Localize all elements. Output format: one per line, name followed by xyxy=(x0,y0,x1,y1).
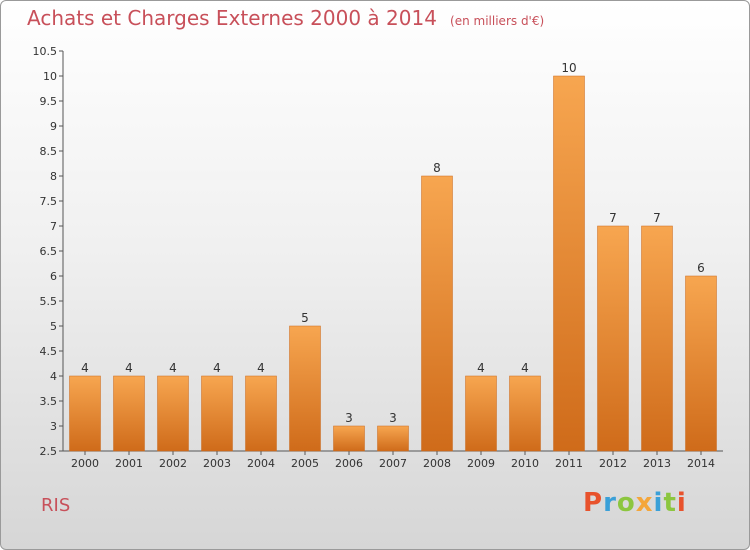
y-tick-label: 6.5 xyxy=(40,245,58,258)
chart-title-block: Achats et Charges Externes 2000 à 2014 (… xyxy=(27,6,544,30)
bar-value-label: 7 xyxy=(653,211,661,225)
chart-bars: 4 4 4 4 4 5 3 3 8 4 4 10 7 7 6 xyxy=(69,61,717,452)
bar xyxy=(597,225,629,452)
bar-value-label: 4 xyxy=(477,361,485,375)
bar-value-label: 4 xyxy=(169,361,177,375)
logo-letter: i xyxy=(653,488,664,518)
y-tick-label: 4.5 xyxy=(40,345,58,358)
bar-value-label: 3 xyxy=(389,411,397,425)
y-tick-label: 5.5 xyxy=(40,295,58,308)
bar-value-label: 4 xyxy=(125,361,133,375)
x-tick-label: 2013 xyxy=(643,457,671,470)
commune-name: RIS xyxy=(41,495,71,516)
bar xyxy=(333,425,365,452)
y-tick-label: 9 xyxy=(50,120,57,133)
y-tick-label: 7 xyxy=(50,220,57,233)
bar-value-label: 3 xyxy=(345,411,353,425)
bar xyxy=(113,375,145,452)
x-tick-label: 2005 xyxy=(291,457,319,470)
bar xyxy=(685,275,717,452)
y-tick-label: 2.5 xyxy=(40,445,58,458)
x-tick-label: 2012 xyxy=(599,457,627,470)
logo-letter: x xyxy=(635,488,654,518)
bar-value-label: 4 xyxy=(257,361,265,375)
bar-value-label: 8 xyxy=(433,161,441,175)
y-tick-label: 7.5 xyxy=(40,195,58,208)
x-tick-label: 2014 xyxy=(687,457,715,470)
bar-value-label: 5 xyxy=(301,311,309,325)
y-tick-label: 3 xyxy=(50,420,57,433)
proxiti-logo[interactable]: Proxiti xyxy=(583,488,687,518)
bar xyxy=(245,375,277,452)
y-tick-label: 5 xyxy=(50,320,57,333)
chart-axes: 2.5 3 3.5 4 4.5 5 5.5 6 6.5 7 7.5 8 8.5 9 9.5 10 10.5 200… xyxy=(33,45,723,470)
bar-value-label: 7 xyxy=(609,211,617,225)
chart-title: Achats et Charges Externes 2000 à 2014 xyxy=(27,6,437,30)
y-tick-label: 3.5 xyxy=(40,395,58,408)
bar xyxy=(289,325,321,452)
y-tick-label: 8.5 xyxy=(40,145,58,158)
x-tick-label: 2003 xyxy=(203,457,231,470)
chart-unit: (en milliers d'€) xyxy=(450,14,545,28)
x-tick-label: 2001 xyxy=(115,457,143,470)
bar xyxy=(201,375,233,452)
y-tick-label: 8 xyxy=(50,170,57,183)
x-tick-label: 2007 xyxy=(379,457,407,470)
x-tick-label: 2010 xyxy=(511,457,539,470)
bar xyxy=(509,375,541,452)
y-tick-label: 6 xyxy=(50,270,57,283)
y-tick-label: 10 xyxy=(43,70,57,83)
logo-letter: P xyxy=(583,488,604,518)
bar xyxy=(157,375,189,452)
x-tick-label: 2008 xyxy=(423,457,451,470)
bar xyxy=(641,225,673,452)
bar xyxy=(465,375,497,452)
logo-letter: r xyxy=(603,488,617,518)
bar-value-label: 4 xyxy=(213,361,221,375)
x-tick-label: 2009 xyxy=(467,457,495,470)
y-tick-label: 10.5 xyxy=(33,45,58,58)
x-tick-label: 2011 xyxy=(555,457,583,470)
x-tick-label: 2004 xyxy=(247,457,275,470)
bar-value-label: 6 xyxy=(697,261,705,275)
bar xyxy=(553,75,585,452)
bar-value-label: 4 xyxy=(81,361,89,375)
bar xyxy=(377,425,409,452)
bar-value-label: 10 xyxy=(561,61,576,75)
y-tick-label: 4 xyxy=(50,370,57,383)
x-tick-label: 2002 xyxy=(159,457,187,470)
x-tick-label: 2000 xyxy=(71,457,99,470)
logo-letter: t xyxy=(663,488,677,518)
bar xyxy=(69,375,101,452)
x-tick-label: 2006 xyxy=(335,457,363,470)
logo-letter: i xyxy=(676,488,687,518)
bar xyxy=(421,175,453,452)
bar-value-label: 4 xyxy=(521,361,529,375)
logo-letter: o xyxy=(616,488,636,518)
y-tick-label: 9.5 xyxy=(40,95,58,108)
